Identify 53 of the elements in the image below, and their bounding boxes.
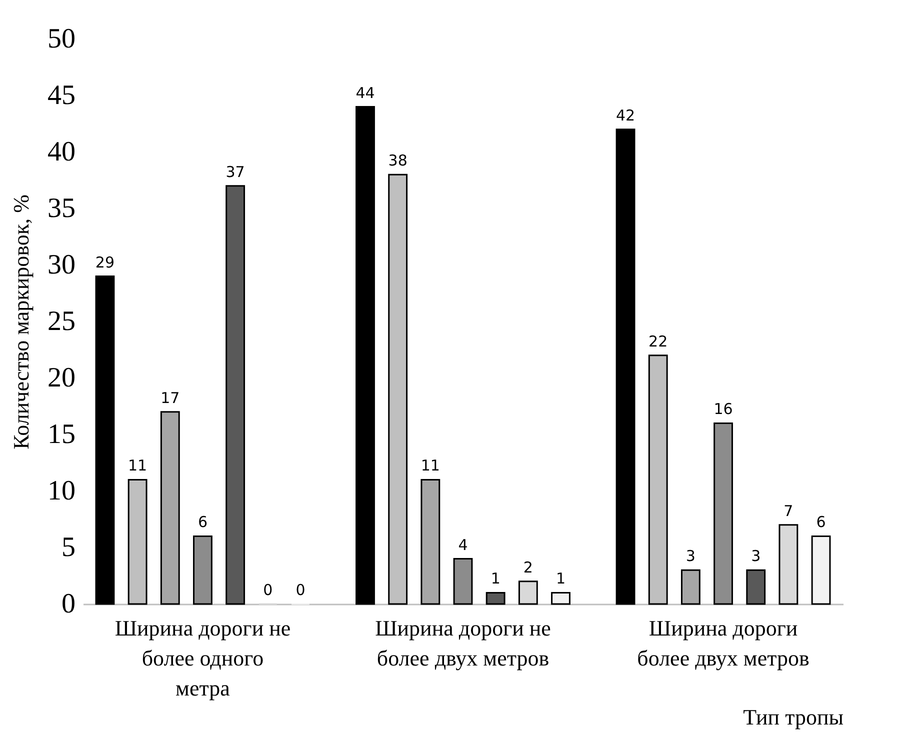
y-tick-label: 5 (62, 532, 76, 563)
y-tick-label: 30 (48, 250, 76, 280)
data-label: 17 (160, 388, 180, 407)
y-tick-label: 20 (48, 362, 76, 394)
bar (453, 558, 473, 605)
bar (746, 569, 766, 605)
x-tick-label: Ширина дороги более двух метров (637, 616, 810, 670)
bar (160, 411, 180, 605)
bar (356, 106, 375, 605)
y-tick-label: 50 (48, 24, 76, 54)
bar (680, 569, 700, 605)
data-label: 11 (420, 456, 440, 475)
data-label: 6 (198, 513, 208, 532)
bar (518, 580, 538, 605)
data-label: 7 (784, 502, 794, 520)
data-label: 6 (816, 513, 826, 532)
x-tick-label: Ширина дороги не более одного метра (114, 616, 291, 700)
data-label: 37 (226, 162, 245, 181)
x-tick-label: Ширина дороги не более двух метров (375, 616, 551, 670)
bar (811, 535, 831, 605)
bar (616, 128, 636, 605)
y-tick-label: 15 (48, 419, 76, 450)
x-axis-title: Тип тропы (743, 704, 844, 730)
y-tick-label: 35 (48, 193, 76, 224)
data-label: 38 (388, 152, 408, 170)
y-axis-title: Количество маркировок, % (8, 194, 34, 450)
data-label: 11 (128, 456, 148, 475)
bar (778, 524, 798, 605)
data-label: 0 (296, 581, 306, 599)
data-label: 0 (263, 581, 273, 599)
data-label: 22 (648, 332, 668, 350)
bar (95, 276, 115, 605)
data-label: 2 (523, 558, 533, 576)
data-label: 3 (751, 547, 761, 566)
data-label: 42 (616, 106, 636, 124)
y-tick-label: 45 (48, 80, 76, 111)
data-label: 4 (458, 536, 468, 554)
data-label: 3 (686, 547, 696, 566)
y-tick-label: 40 (48, 136, 76, 168)
bar (714, 422, 733, 605)
bar (486, 592, 506, 605)
y-tick-label: 10 (48, 476, 76, 506)
data-label: 44 (356, 84, 375, 102)
y-tick-label: 25 (48, 306, 76, 337)
bar (551, 592, 570, 605)
data-label: 29 (95, 253, 115, 272)
y-tick-label: 0 (62, 588, 76, 620)
bar (193, 535, 212, 605)
bar (226, 185, 246, 605)
data-label: 1 (490, 570, 500, 588)
data-label: 16 (714, 400, 733, 418)
bar (420, 478, 440, 605)
data-label: 1 (556, 570, 566, 588)
